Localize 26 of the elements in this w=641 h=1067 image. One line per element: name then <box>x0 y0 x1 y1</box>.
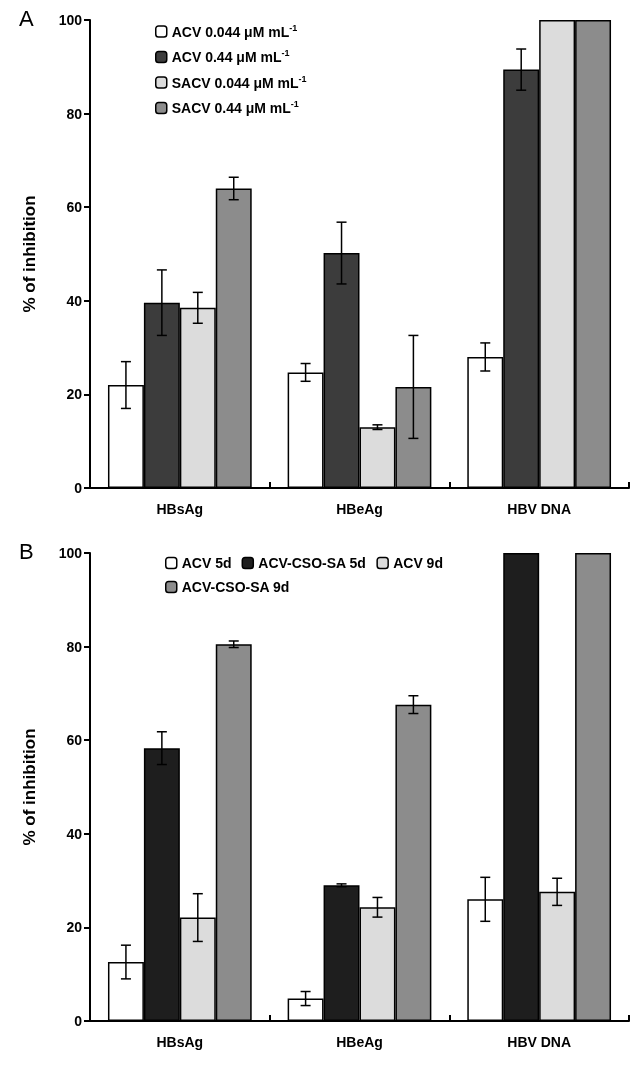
y-tick-label: 100 <box>58 12 83 28</box>
y-tick-label: 80 <box>66 638 83 655</box>
y-tick-label: 20 <box>66 919 83 936</box>
y-tick-label: 40 <box>66 292 83 309</box>
y-axis-title: % of inhibition <box>20 728 39 846</box>
y-tick-label: 20 <box>66 386 83 403</box>
legend-label: ACV-CSO-SA 5d <box>258 555 366 571</box>
x-tick-label: HBsAg <box>156 501 204 517</box>
y-tick-label: 60 <box>66 199 83 216</box>
x-tick-label: HBV DNA <box>507 1034 572 1050</box>
y-tick-label: 0 <box>74 1013 83 1029</box>
y-tick-label: 80 <box>66 105 83 122</box>
y-tick-label: 40 <box>66 825 83 842</box>
y-tick-label: 100 <box>58 545 83 561</box>
y-tick-label: 0 <box>74 480 83 496</box>
legend-label: ACV 5d <box>181 555 232 571</box>
chart-title: B <box>19 538 34 564</box>
x-tick-label: HBeAg <box>336 501 383 517</box>
y-axis-title: % of inhibition <box>20 195 39 313</box>
x-tick-label: HBsAg <box>156 1034 204 1050</box>
chart-title: A <box>19 5 34 31</box>
legend-label: ACV 9d <box>393 555 443 571</box>
legend-label: ACV-CSO-SA 9d <box>181 579 290 595</box>
y-tick-label: 60 <box>66 732 83 749</box>
x-tick-label: HBV DNA <box>507 501 572 517</box>
x-tick-label: HBeAg <box>336 1034 383 1050</box>
